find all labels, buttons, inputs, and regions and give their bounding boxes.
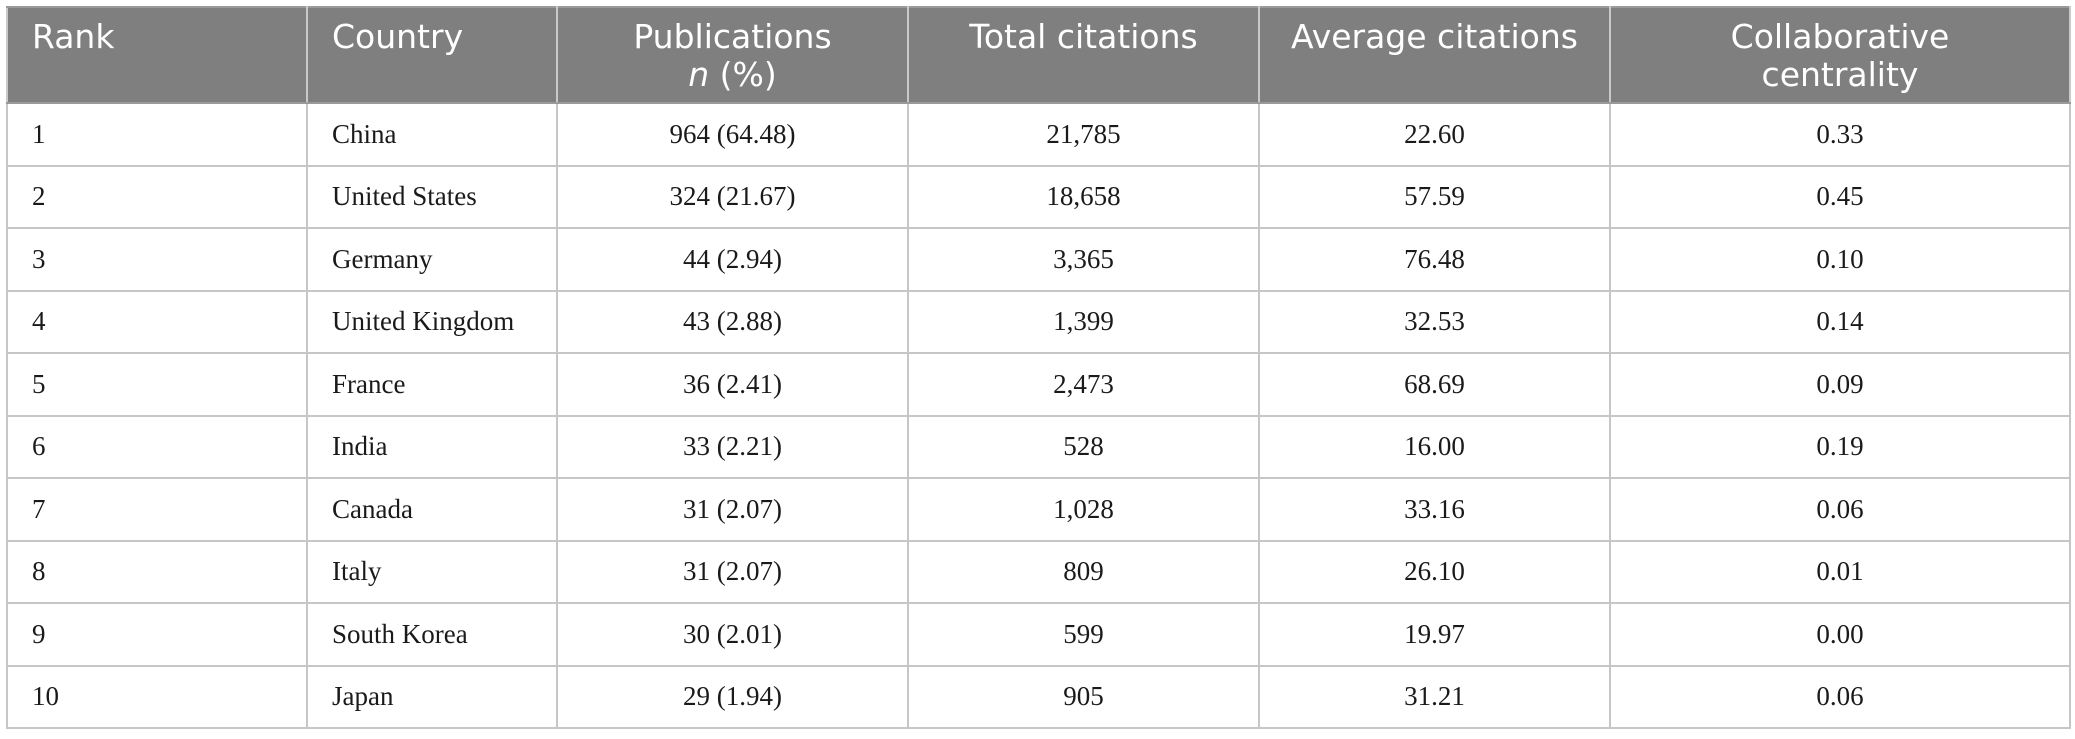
- cell-total-citations: 599: [907, 602, 1260, 667]
- table-row: 10 Japan 29 (1.94) 905 31.21 0.06: [6, 664, 2071, 729]
- cell-total-citations: 905: [907, 664, 1260, 729]
- cell-country: China: [306, 102, 558, 167]
- cell-country: France: [306, 352, 558, 417]
- cell-rank: 5: [6, 352, 308, 417]
- cell-collaborative-centrality: 0.00: [1609, 602, 2071, 667]
- cell-publications: 31 (2.07): [556, 539, 909, 604]
- cell-average-citations: 76.48: [1258, 227, 1611, 292]
- table-row: 4 United Kingdom 43 (2.88) 1,399 32.53 0.14: [6, 289, 2071, 354]
- cell-collaborative-centrality: 0.10: [1609, 227, 2071, 292]
- cell-rank: 4: [6, 289, 308, 354]
- header-row: Rank Country Publications n (%) Total ci…: [6, 6, 2071, 104]
- cell-average-citations: 31.21: [1258, 664, 1611, 729]
- cell-country: Italy: [306, 539, 558, 604]
- cell-publications: 31 (2.07): [556, 477, 909, 542]
- cell-total-citations: 528: [907, 414, 1260, 479]
- cell-collaborative-centrality: 0.01: [1609, 539, 2071, 604]
- table-row: 3 Germany 44 (2.94) 3,365 76.48 0.10: [6, 227, 2071, 292]
- cell-average-citations: 32.53: [1258, 289, 1611, 354]
- header-publications-pct: (%): [709, 55, 777, 94]
- table-row: 6 India 33 (2.21) 528 16.00 0.19: [6, 414, 2071, 479]
- cell-rank: 9: [6, 602, 308, 667]
- cell-average-citations: 19.97: [1258, 602, 1611, 667]
- cell-country: Japan: [306, 664, 558, 729]
- cell-average-citations: 33.16: [1258, 477, 1611, 542]
- cell-collaborative-centrality: 0.33: [1609, 102, 2071, 167]
- table-row: 5 France 36 (2.41) 2,473 68.69 0.09: [6, 352, 2071, 417]
- cell-average-citations: 26.10: [1258, 539, 1611, 604]
- header-publications-label: Publications: [633, 17, 832, 56]
- header-publications-unit: n (%): [582, 56, 883, 94]
- header-country: Country: [306, 6, 558, 104]
- table-body: 1 China 964 (64.48) 21,785 22.60 0.33 2 United …: [6, 102, 2071, 729]
- header-total-citations: Total citations: [907, 6, 1260, 104]
- cell-average-citations: 16.00: [1258, 414, 1611, 479]
- cell-collaborative-centrality: 0.45: [1609, 164, 2071, 229]
- cell-country: United Kingdom: [306, 289, 558, 354]
- cell-publications: 43 (2.88): [556, 289, 909, 354]
- cell-country: South Korea: [306, 602, 558, 667]
- cell-publications: 36 (2.41): [556, 352, 909, 417]
- table-row: 2 United States 324 (21.67) 18,658 57.59 0.45: [6, 164, 2071, 229]
- cell-average-citations: 22.60: [1258, 102, 1611, 167]
- cell-collaborative-centrality: 0.19: [1609, 414, 2071, 479]
- header-rank: Rank: [6, 6, 308, 104]
- cell-total-citations: 809: [907, 539, 1260, 604]
- table-header: Rank Country Publications n (%) Total ci…: [6, 6, 2071, 104]
- cell-country: United States: [306, 164, 558, 229]
- header-publications-n: n: [688, 55, 710, 94]
- cell-total-citations: 18,658: [907, 164, 1260, 229]
- cell-country: India: [306, 414, 558, 479]
- cell-publications: 44 (2.94): [556, 227, 909, 292]
- cell-collaborative-centrality: 0.14: [1609, 289, 2071, 354]
- cell-total-citations: 3,365: [907, 227, 1260, 292]
- header-collab-line2: centrality: [1761, 55, 1919, 94]
- cell-total-citations: 1,028: [907, 477, 1260, 542]
- cell-total-citations: 2,473: [907, 352, 1260, 417]
- cell-publications: 964 (64.48): [556, 102, 909, 167]
- table-row: 1 China 964 (64.48) 21,785 22.60 0.33: [6, 102, 2071, 167]
- cell-rank: 1: [6, 102, 308, 167]
- cell-publications: 324 (21.67): [556, 164, 909, 229]
- cell-rank: 6: [6, 414, 308, 479]
- header-collab-line1: Collaborative: [1730, 17, 1950, 56]
- cell-rank: 2: [6, 164, 308, 229]
- table-row: 8 Italy 31 (2.07) 809 26.10 0.01: [6, 539, 2071, 604]
- table-container: Rank Country Publications n (%) Total ci…: [6, 6, 2071, 729]
- cell-country: Germany: [306, 227, 558, 292]
- cell-rank: 8: [6, 539, 308, 604]
- cell-country: Canada: [306, 477, 558, 542]
- country-publications-table: Rank Country Publications n (%) Total ci…: [6, 6, 2071, 729]
- cell-rank: 7: [6, 477, 308, 542]
- cell-publications: 29 (1.94): [556, 664, 909, 729]
- cell-average-citations: 68.69: [1258, 352, 1611, 417]
- header-collaborative-centrality: Collaborative centrality: [1609, 6, 2071, 104]
- cell-collaborative-centrality: 0.06: [1609, 477, 2071, 542]
- cell-collaborative-centrality: 0.06: [1609, 664, 2071, 729]
- cell-publications: 30 (2.01): [556, 602, 909, 667]
- cell-publications: 33 (2.21): [556, 414, 909, 479]
- cell-total-citations: 21,785: [907, 102, 1260, 167]
- cell-rank: 10: [6, 664, 308, 729]
- table-row: 7 Canada 31 (2.07) 1,028 33.16 0.06: [6, 477, 2071, 542]
- header-publications: Publications n (%): [556, 6, 909, 104]
- header-average-citations: Average citations: [1258, 6, 1611, 104]
- table-row: 9 South Korea 30 (2.01) 599 19.97 0.00: [6, 602, 2071, 667]
- cell-average-citations: 57.59: [1258, 164, 1611, 229]
- cell-total-citations: 1,399: [907, 289, 1260, 354]
- cell-rank: 3: [6, 227, 308, 292]
- cell-collaborative-centrality: 0.09: [1609, 352, 2071, 417]
